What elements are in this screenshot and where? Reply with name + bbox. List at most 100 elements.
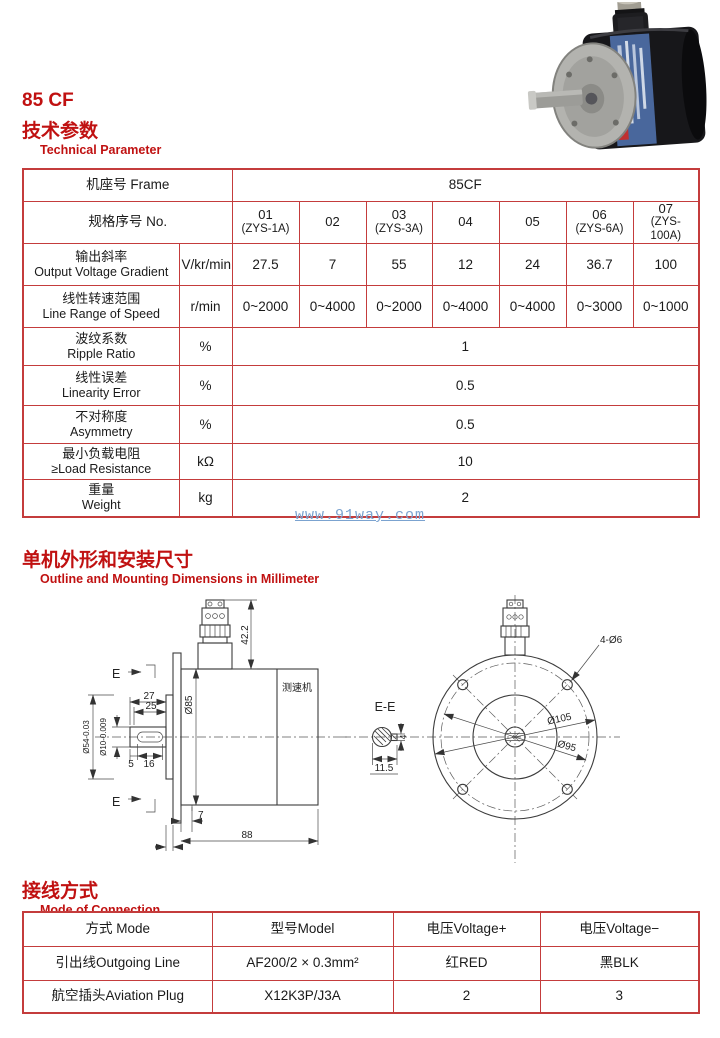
- value-cell: 24: [498, 242, 567, 286]
- dim-25: 25: [145, 701, 157, 712]
- value-cell: 2: [231, 478, 700, 518]
- dim-dia-10: Ø10-0.009: [99, 718, 108, 756]
- unit-cell: %: [178, 404, 233, 444]
- value-cell: 36.7: [565, 242, 634, 286]
- value-cell: 0~4000: [431, 284, 500, 328]
- value-cell: 7: [298, 242, 367, 286]
- value-cell: 10: [231, 442, 700, 480]
- cell: 黑BLK: [539, 945, 700, 981]
- value-cell: 0~4000: [498, 284, 567, 328]
- body-label: 测速机: [282, 681, 312, 694]
- spec-no-cell: 01 (ZYS-1A): [231, 200, 300, 244]
- technical-parameter-table: 机座号 Frame 85CF 规格序号 No. 01 (ZYS-1A) 02 03…: [22, 168, 701, 519]
- unit-cell: %: [178, 326, 233, 366]
- row-label-cell: 波纹系数 Ripple Ratio: [22, 326, 180, 366]
- heading-zh: 单机外形和安装尺寸: [22, 550, 194, 571]
- dim-dia-54: Ø54-0.03: [82, 720, 91, 754]
- table-row-output-gradient: 输出斜率 Output Voltage Gradient V/kr/min 27.…: [22, 242, 700, 286]
- header-cell-voltage-plus: 电压Voltage+: [392, 911, 541, 947]
- table-row-outgoing-line: 引出线Outgoing Line AF200/2 × 0.3mm² 红RED 黑…: [22, 945, 700, 981]
- spec-no-label-cell: 规格序号 No.: [22, 200, 233, 244]
- value-cell: 0~3000: [565, 284, 634, 328]
- unit-cell: kg: [178, 478, 233, 518]
- value-cell: 12: [431, 242, 500, 286]
- spec-no-cell: 07 (ZYS-100A): [632, 200, 700, 244]
- spec-no-cell: 03 (ZYS-3A): [365, 200, 433, 244]
- heading-en: Technical Parameter: [40, 143, 162, 157]
- dim-88: 88: [241, 830, 253, 841]
- value-cell: 27.5: [231, 242, 300, 286]
- table-row-header: 方式 Mode 型号Model 电压Voltage+ 电压Voltage−: [22, 911, 700, 947]
- row-label-cell: 线性误差 Linearity Error: [22, 364, 180, 406]
- watermark-link[interactable]: www.91way.com: [294, 507, 426, 524]
- dim-dia-85: Ø85: [184, 695, 195, 714]
- value-cell: 0.5: [231, 364, 700, 406]
- cell: 航空插头Aviation Plug: [22, 979, 213, 1014]
- table-row-weight: 重量 Weight kg 2: [22, 478, 700, 518]
- header-cell-model: 型号Model: [211, 911, 394, 947]
- cell: 3: [539, 979, 700, 1014]
- outline-drawing: 测速机 42.2 Ø85 2: [82, 595, 623, 863]
- spec-no-cell: 02: [298, 200, 367, 244]
- section-heading-technical-parameter: 技术参数 Technical Parameter: [22, 116, 161, 157]
- dim-16: 16: [143, 759, 155, 770]
- dim-holes-4xd6: 4-Ø6: [600, 635, 623, 646]
- value-cell: 1: [231, 326, 700, 366]
- spec-no-cell: 05: [498, 200, 567, 244]
- section-mark-e-bottom: E: [112, 795, 120, 809]
- row-label-cell: 输出斜率 Output Voltage Gradient: [22, 242, 180, 286]
- value-cell: 0~2000: [365, 284, 433, 328]
- heading-zh: 接线方式: [22, 881, 99, 902]
- dim-27: 27: [143, 691, 155, 702]
- dim-dia-95: Ø95: [556, 739, 578, 755]
- table-row-linearity-error: 线性误差 Linearity Error % 0.5: [22, 364, 700, 406]
- front-view-drawing: 4-Ø6 Ø105 Ø95 E-E 4 11.: [342, 595, 623, 863]
- connection-table: 方式 Mode 型号Model 电压Voltage+ 电压Voltage− 引出…: [22, 911, 700, 1014]
- value-cell: 100: [632, 242, 700, 286]
- value-cell: 0~4000: [298, 284, 367, 328]
- cell: X12K3P/J3A: [211, 979, 394, 1014]
- dim-3: 3: [154, 844, 163, 849]
- dim-42-2: 42.2: [240, 625, 251, 645]
- row-label-cell: 最小负载电阻 ≥Load Resistance: [22, 442, 180, 480]
- frame-label-cell: 机座号 Frame: [22, 168, 233, 202]
- spec-no-cell: 06 (ZYS-6A): [565, 200, 634, 244]
- header-cell-voltage-minus: 电压Voltage−: [539, 911, 700, 947]
- table-row-spec-no: 规格序号 No. 01 (ZYS-1A) 02 03 (ZYS-3A) 04 05 …: [22, 200, 700, 244]
- row-label-cell: 不对称度 Asymmetry: [22, 404, 180, 444]
- unit-cell: r/min: [178, 284, 233, 328]
- cell: 红RED: [392, 945, 541, 981]
- row-label-cell: 重量 Weight: [22, 478, 180, 518]
- header-cell-mode: 方式 Mode: [22, 911, 213, 947]
- unit-cell: kΩ: [178, 442, 233, 480]
- cell: 2: [392, 979, 541, 1014]
- side-view-drawing: 测速机 42.2 Ø85 2: [82, 599, 350, 851]
- table-row-load-resistance: 最小负载电阻 ≥Load Resistance kΩ 10: [22, 442, 700, 480]
- product-photo: [527, 2, 707, 150]
- cell: 引出线Outgoing Line: [22, 945, 213, 981]
- section-label-ee: E-E: [375, 700, 396, 714]
- heading-en: Outline and Mounting Dimensions in Milli…: [40, 572, 320, 586]
- table-row-ripple-ratio: 波纹系数 Ripple Ratio % 1: [22, 326, 700, 366]
- row-label-cell: 线性转速范围 Line Range of Speed: [22, 284, 180, 328]
- dim-7: 7: [198, 810, 204, 821]
- unit-cell: V/kr/min: [178, 242, 233, 286]
- table-row-aviation-plug: 航空插头Aviation Plug X12K3P/J3A 2 3: [22, 979, 700, 1014]
- dim-11-5: 11.5: [375, 763, 394, 774]
- section-mark-e-top: E: [112, 667, 120, 681]
- table-row-line-range: 线性转速范围 Line Range of Speed r/min 0~2000 0…: [22, 284, 700, 328]
- table-row-frame: 机座号 Frame 85CF: [22, 168, 700, 202]
- dim-4: 4: [399, 734, 408, 739]
- section-heading-outline-dimensions: 单机外形和安装尺寸 Outline and Mounting Dimensions…: [22, 545, 319, 586]
- dim-5: 5: [128, 759, 134, 770]
- frame-value-cell: 85CF: [231, 168, 700, 202]
- unit-cell: %: [178, 364, 233, 406]
- value-cell: 0~2000: [231, 284, 300, 328]
- page-title-model: 85 CF: [22, 90, 74, 111]
- table-row-asymmetry: 不对称度 Asymmetry % 0.5: [22, 404, 700, 444]
- value-cell: 0.5: [231, 404, 700, 444]
- value-cell: 55: [365, 242, 433, 286]
- spec-no-cell: 04: [431, 200, 500, 244]
- value-cell: 0~1000: [632, 284, 700, 328]
